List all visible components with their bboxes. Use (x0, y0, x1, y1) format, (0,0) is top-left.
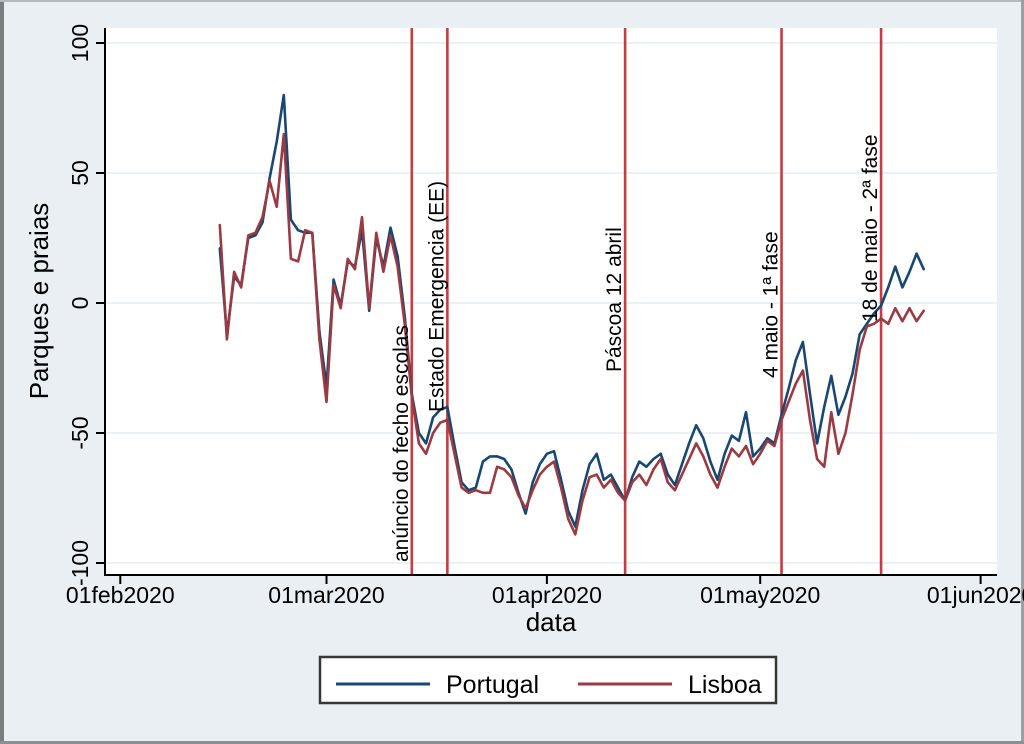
y-tick-label: 100 (67, 24, 93, 62)
legend-label-lisboa: Lisboa (688, 671, 762, 699)
event-lines (410, 28, 883, 575)
gridlines (105, 42, 997, 564)
window-border-bottom (0, 741, 1024, 744)
window-border-top (0, 0, 1024, 2)
y-axis-ticks: 100 50 0 -50 -100 (67, 24, 105, 586)
y-tick-label: 50 (67, 160, 93, 186)
plot-area (105, 28, 997, 575)
event-line-label: anúncio do fecho escolas (390, 325, 413, 562)
x-tick-label: 01feb2020 (66, 582, 175, 608)
x-axis-title: data (526, 607, 577, 637)
window-border-right (1021, 0, 1024, 744)
event-line-label: Páscoa 12 abril (603, 227, 626, 372)
legend: Portugal Lisboa (318, 655, 778, 705)
series-lines (218, 93, 926, 536)
event-line-labels: anúncio do fecho escolas Estado Emergenci… (390, 134, 882, 562)
event-line-label: 4 maio - 1ª fase (760, 231, 783, 378)
x-tick-label: 01mar2020 (268, 582, 384, 608)
window-border-left (0, 0, 4, 744)
event-line-label: 18 de maio - 2ª fase (859, 134, 882, 322)
legend-label-portugal: Portugal (446, 671, 539, 699)
legend-box (318, 655, 778, 705)
event-line-label: Estado Emergencia (EE) (425, 181, 448, 412)
y-tick-label: 0 (67, 297, 93, 310)
x-axis-ticks: 01feb2020 01mar2020 01apr2020 01may2020 01ju… (66, 575, 1024, 608)
y-tick-label: -100 (67, 540, 93, 586)
y-axis-title: Parques e praias (24, 203, 54, 400)
series-line-lisboa (218, 132, 926, 536)
y-tick-label: -50 (67, 416, 93, 449)
x-tick-label: 01jun2020 (927, 582, 1024, 608)
x-tick-label: 01apr2020 (492, 582, 602, 608)
x-tick-label: 01may2020 (700, 582, 820, 608)
